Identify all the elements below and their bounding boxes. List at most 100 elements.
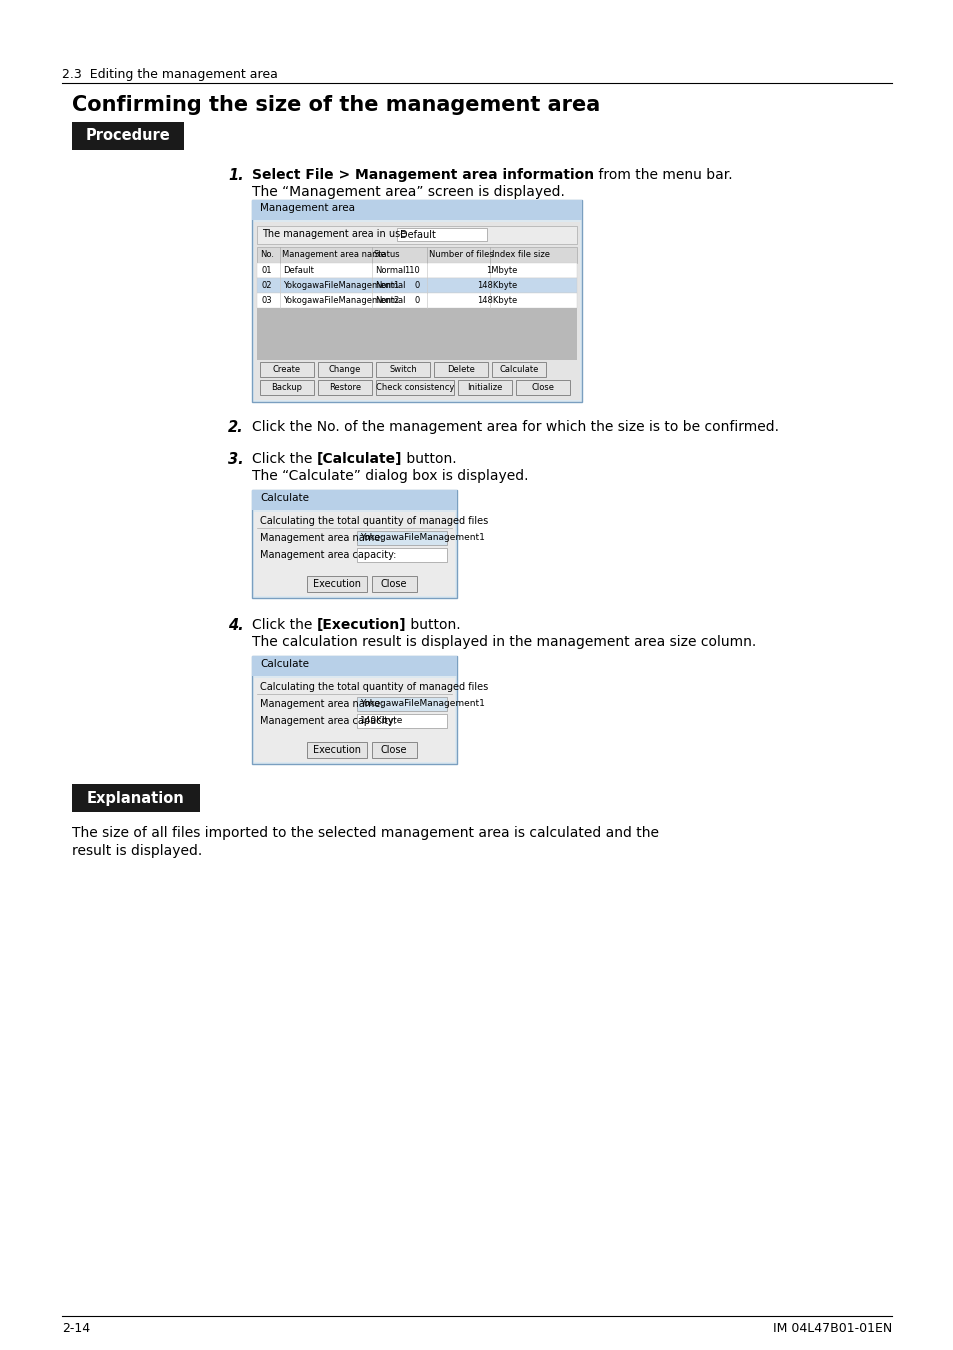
Text: Normal: Normal [375, 296, 405, 305]
Text: Change: Change [329, 364, 361, 374]
Text: 4.: 4. [228, 618, 243, 633]
Text: 1Mbyte: 1Mbyte [485, 266, 517, 275]
Text: Check consistency: Check consistency [375, 383, 454, 392]
Text: Calculate: Calculate [260, 493, 309, 504]
Text: Click the No. of the management area for which the size is to be confirmed.: Click the No. of the management area for… [252, 420, 779, 433]
Text: Explanation: Explanation [87, 791, 185, 806]
FancyBboxPatch shape [492, 362, 545, 377]
Text: 148Kbyte: 148Kbyte [476, 281, 517, 290]
Text: Execution: Execution [313, 745, 360, 755]
Text: The “Management area” screen is displayed.: The “Management area” screen is displaye… [252, 185, 564, 198]
Text: YokogawaFileManagement1: YokogawaFileManagement1 [283, 281, 399, 290]
Text: Initialize: Initialize [467, 383, 502, 392]
Text: The “Calculate” dialog box is displayed.: The “Calculate” dialog box is displayed. [252, 468, 528, 483]
Text: 0: 0 [415, 296, 419, 305]
Text: Calculating the total quantity of managed files: Calculating the total quantity of manage… [260, 516, 488, 526]
Text: 148Kbyte: 148Kbyte [476, 296, 517, 305]
Text: 03: 03 [262, 296, 273, 305]
FancyBboxPatch shape [516, 379, 569, 396]
Text: Calculate: Calculate [498, 364, 538, 374]
Text: Delete: Delete [447, 364, 475, 374]
Text: Close: Close [380, 579, 407, 589]
FancyBboxPatch shape [356, 714, 447, 728]
Text: The size of all files imported to the selected management area is calculated and: The size of all files imported to the se… [71, 826, 659, 840]
Text: 0: 0 [415, 281, 419, 290]
Text: Management area name:: Management area name: [260, 533, 383, 543]
Text: 2-14: 2-14 [62, 1322, 90, 1335]
FancyBboxPatch shape [375, 362, 430, 377]
FancyBboxPatch shape [356, 548, 447, 562]
Text: Index file size: Index file size [492, 250, 550, 259]
Text: Management area: Management area [260, 202, 355, 213]
Text: Click the: Click the [252, 618, 316, 632]
FancyBboxPatch shape [307, 743, 367, 757]
FancyBboxPatch shape [396, 228, 486, 242]
FancyBboxPatch shape [307, 576, 367, 593]
FancyBboxPatch shape [260, 379, 314, 396]
Bar [252, 656, 456, 764]
Text: result is displayed.: result is displayed. [71, 844, 202, 859]
Text: YokogawaFileManagement1: YokogawaFileManagement1 [359, 699, 484, 707]
FancyBboxPatch shape [256, 293, 577, 308]
Text: 01: 01 [262, 266, 273, 275]
Text: [Calculate]: [Calculate] [316, 452, 402, 466]
FancyBboxPatch shape [256, 278, 577, 293]
Text: Click the: Click the [252, 452, 316, 466]
FancyBboxPatch shape [256, 225, 577, 244]
FancyBboxPatch shape [256, 308, 577, 360]
Text: 2.: 2. [228, 420, 243, 435]
FancyBboxPatch shape [372, 743, 416, 757]
FancyBboxPatch shape [71, 122, 184, 150]
FancyBboxPatch shape [256, 263, 577, 278]
FancyBboxPatch shape [252, 200, 581, 220]
Bar [252, 490, 456, 598]
Text: 2.3  Editing the management area: 2.3 Editing the management area [62, 68, 277, 81]
FancyBboxPatch shape [356, 697, 447, 711]
Text: [Execution]: [Execution] [316, 618, 406, 632]
FancyBboxPatch shape [252, 490, 456, 510]
Text: Switch: Switch [389, 364, 416, 374]
Bar [252, 200, 581, 402]
Text: Status: Status [374, 250, 400, 259]
Text: Close: Close [380, 745, 407, 755]
Text: Create: Create [273, 364, 301, 374]
Text: 140Kbyte: 140Kbyte [359, 716, 403, 725]
FancyBboxPatch shape [253, 221, 579, 400]
FancyBboxPatch shape [356, 531, 447, 545]
FancyBboxPatch shape [260, 362, 314, 377]
Text: Management area capacity:: Management area capacity: [260, 716, 395, 726]
Text: The calculation result is displayed in the management area size column.: The calculation result is displayed in t… [252, 634, 756, 649]
Text: Backup: Backup [272, 383, 302, 392]
FancyBboxPatch shape [252, 656, 456, 676]
FancyBboxPatch shape [457, 379, 512, 396]
Text: Normal: Normal [375, 281, 405, 290]
Text: Calculating the total quantity of managed files: Calculating the total quantity of manage… [260, 682, 488, 693]
Text: YokogawaFileManagement2: YokogawaFileManagement2 [283, 296, 399, 305]
Text: 3.: 3. [228, 452, 243, 467]
Text: Execution: Execution [313, 579, 360, 589]
FancyBboxPatch shape [375, 379, 454, 396]
Text: YokogawaFileManagement1: YokogawaFileManagement1 [359, 533, 484, 541]
FancyBboxPatch shape [317, 379, 372, 396]
FancyBboxPatch shape [253, 512, 455, 595]
Text: button.: button. [402, 452, 456, 466]
Text: The management area in use: The management area in use [262, 230, 406, 239]
Text: Restore: Restore [329, 383, 360, 392]
FancyBboxPatch shape [253, 678, 455, 761]
Text: 110: 110 [404, 266, 419, 275]
Text: Management area capacity:: Management area capacity: [260, 549, 395, 560]
Text: Default: Default [399, 230, 436, 240]
FancyBboxPatch shape [434, 362, 488, 377]
Text: Select File > Management area information: Select File > Management area informatio… [252, 167, 594, 182]
FancyBboxPatch shape [71, 784, 200, 811]
Text: No.: No. [260, 250, 274, 259]
Text: 02: 02 [262, 281, 273, 290]
Text: 1.: 1. [228, 167, 243, 184]
Text: Normal: Normal [375, 266, 405, 275]
Text: Management area name:: Management area name: [260, 699, 383, 709]
Text: Procedure: Procedure [86, 128, 171, 143]
Text: Close: Close [531, 383, 554, 392]
FancyBboxPatch shape [317, 362, 372, 377]
Text: Confirming the size of the management area: Confirming the size of the management ar… [71, 95, 599, 115]
Text: button.: button. [406, 618, 460, 632]
